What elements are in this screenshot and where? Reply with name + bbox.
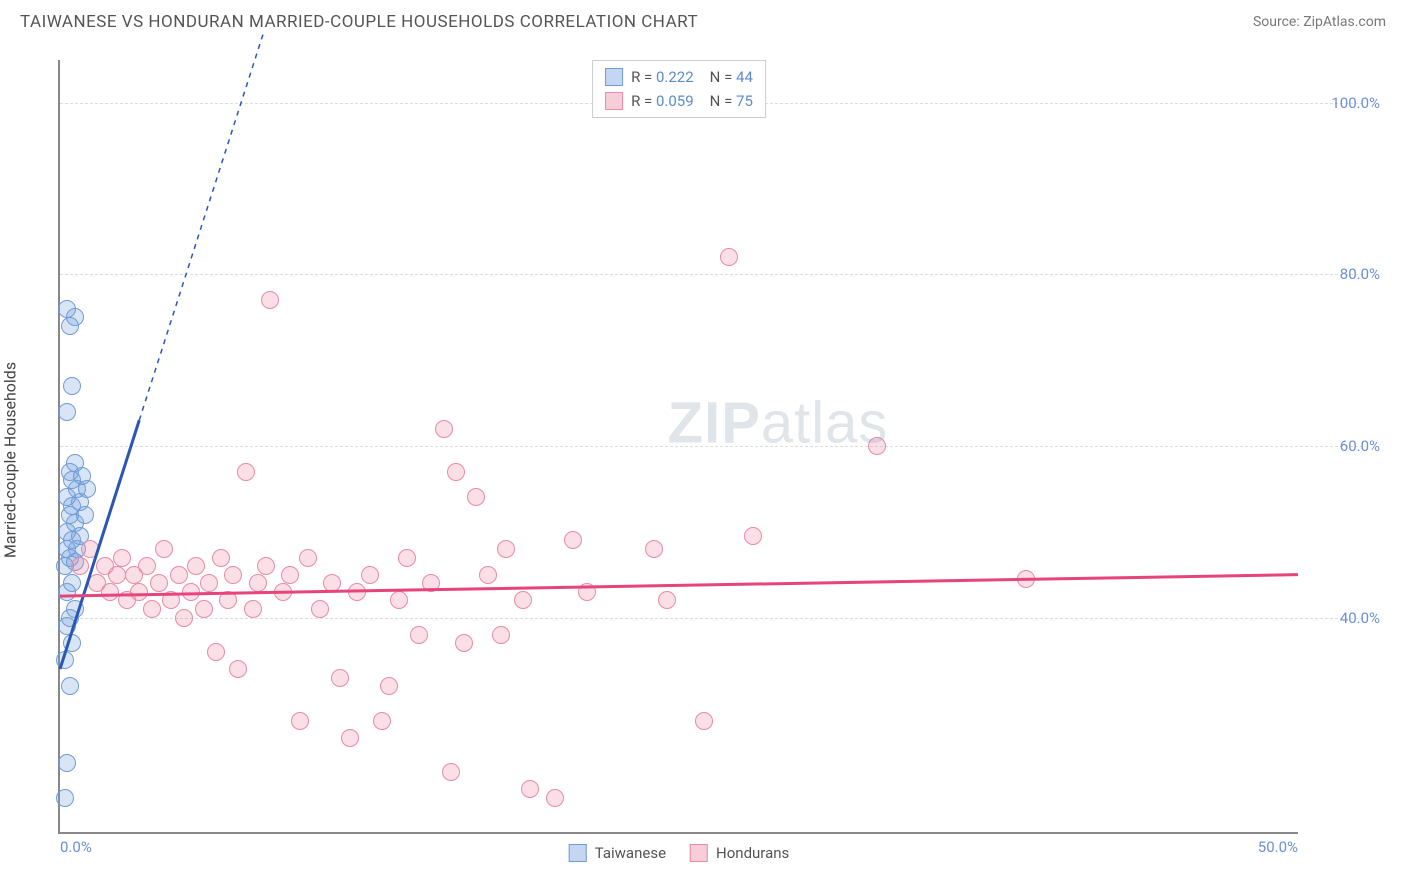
trend-line [60, 420, 139, 669]
x-tick-label: 0.0% [60, 838, 92, 856]
series-legend-item: Taiwanese [569, 844, 666, 862]
correlation-legend-row: R = 0.222N = 44 [605, 65, 753, 89]
y-tick-label: 80.0% [1340, 265, 1380, 283]
trend-lines-layer [60, 60, 1298, 832]
chart-container: Married-couple Households ZIPatlas R = 0… [18, 46, 1388, 874]
legend-swatch [690, 844, 708, 862]
correlation-legend-row: R = 0.059N = 75 [605, 89, 753, 113]
series-legend-label: Hondurans [716, 844, 789, 862]
plot-area: ZIPatlas R = 0.222N = 44R = 0.059N = 75 … [58, 60, 1298, 834]
series-legend-label: Taiwanese [595, 844, 666, 862]
y-tick-label: 40.0% [1340, 609, 1380, 627]
series-legend: Taiwanese Hondurans [569, 844, 790, 862]
y-tick-label: 100.0% [1331, 94, 1380, 112]
trend-line [60, 575, 1298, 596]
y-axis-label: Married-couple Households [1, 362, 20, 558]
y-tick-label: 60.0% [1340, 437, 1380, 455]
correlation-legend: R = 0.222N = 44R = 0.059N = 75 [592, 60, 766, 118]
legend-swatch [605, 68, 623, 86]
source-label: Source: ZipAtlas.com [1253, 14, 1386, 30]
series-legend-item: Hondurans [690, 844, 789, 862]
trend-line-extrapolated [139, 34, 263, 420]
chart-title: TAIWANESE VS HONDURAN MARRIED-COUPLE HOU… [20, 12, 698, 32]
legend-swatch [569, 844, 587, 862]
x-tick-label: 50.0% [1258, 838, 1298, 856]
legend-swatch [605, 92, 623, 110]
